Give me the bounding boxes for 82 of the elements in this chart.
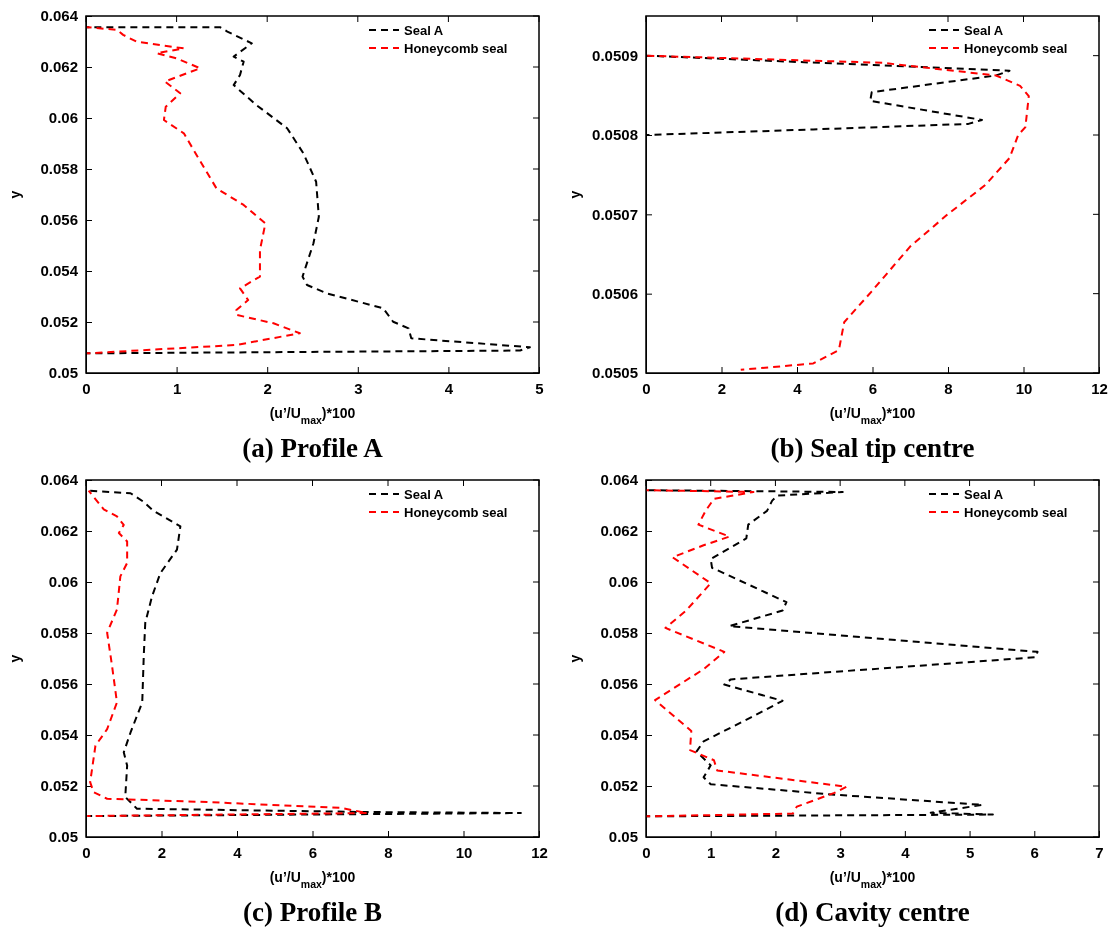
x-axis-title: (u’/U$_{max}$)*100 bbox=[269, 405, 356, 426]
y-tick-label: 0.0509 bbox=[592, 46, 638, 64]
text: (a) Profile A bbox=[242, 433, 384, 463]
y-tick-label: 0.056 bbox=[40, 211, 78, 229]
x-tick-label: 2 bbox=[771, 843, 781, 861]
y-tick-label: 0.058 bbox=[600, 624, 638, 642]
x-tick-label: 1 bbox=[172, 379, 182, 397]
y-tick-label: 0.05 bbox=[48, 364, 78, 382]
x-tick-label: 0 bbox=[642, 843, 651, 861]
y-tick-label: 0.06 bbox=[48, 109, 78, 127]
line-series bbox=[85, 26, 301, 355]
y-axis-title: y bbox=[567, 654, 583, 663]
y-tick-label: 0.052 bbox=[40, 313, 78, 331]
x-axis-title: (u’/U$_{max}$)*100 bbox=[829, 405, 916, 426]
y-tick-label: 0.054 bbox=[600, 726, 639, 744]
text: (b) Seal tip centre bbox=[770, 433, 975, 463]
y-tick-label: 0.0507 bbox=[592, 205, 638, 223]
x-tick-label: 2 bbox=[717, 379, 727, 397]
x-tick-label: 4 bbox=[793, 379, 803, 397]
x-tick-label: 0 bbox=[642, 379, 651, 397]
line-series bbox=[87, 489, 522, 818]
y-tick-label: 0.064 bbox=[40, 7, 79, 25]
y-tick-label: 0.062 bbox=[40, 522, 78, 540]
x-tick-label: 0 bbox=[82, 843, 91, 861]
y-tick-label: 0.0505 bbox=[592, 364, 638, 382]
x-tick-label: 8 bbox=[944, 379, 953, 397]
x-tick-label: 5 bbox=[535, 379, 544, 397]
x-tick-label: 6 bbox=[308, 843, 318, 861]
legend-label: Seal A bbox=[404, 23, 444, 38]
y-axis-title: y bbox=[7, 190, 23, 199]
y-tick-label: 0.052 bbox=[600, 777, 638, 795]
x-tick-label: 12 bbox=[531, 843, 548, 861]
y-axis-title: y bbox=[7, 654, 23, 663]
legend-label: Honeycomb seal bbox=[404, 505, 508, 520]
x-tick-label: 0 bbox=[82, 379, 91, 397]
x-tick-label: 4 bbox=[901, 843, 911, 861]
x-tick-label: 3 bbox=[354, 379, 363, 397]
x-tick-label: 7 bbox=[1095, 843, 1104, 861]
legend-label: Seal A bbox=[964, 23, 1004, 38]
legend-label: Honeycomb seal bbox=[964, 41, 1068, 56]
line-series bbox=[645, 489, 848, 818]
y-tick-label: 0.06 bbox=[608, 573, 638, 591]
x-axis-title: (u’/U$_{max}$)*100 bbox=[269, 869, 356, 890]
x-tick-label: 6 bbox=[1030, 843, 1039, 861]
x-tick-label: 4 bbox=[444, 379, 454, 397]
y-tick-label: 0.054 bbox=[40, 262, 79, 280]
y-tick-label: 0.062 bbox=[40, 58, 78, 76]
x-tick-label: 2 bbox=[263, 379, 272, 397]
y-tick-label: 0.052 bbox=[40, 777, 78, 795]
y-tick-label: 0.05 bbox=[48, 828, 78, 846]
x-tick-label: 5 bbox=[965, 843, 975, 861]
line-series bbox=[645, 54, 1030, 371]
x-tick-label: 10 bbox=[455, 843, 473, 861]
x-tick-label: 2 bbox=[157, 843, 167, 861]
x-axis-title: (u’/U$_{max}$)*100 bbox=[829, 869, 916, 890]
x-tick-label: 10 bbox=[1015, 379, 1033, 397]
legend-label: Honeycomb seal bbox=[404, 41, 508, 56]
x-tick-label: 1 bbox=[707, 843, 716, 861]
y-tick-label: 0.058 bbox=[40, 160, 78, 178]
line-series bbox=[86, 489, 369, 818]
x-tick-label: 8 bbox=[384, 843, 393, 861]
y-tick-label: 0.0506 bbox=[592, 284, 638, 302]
y-tick-label: 0.056 bbox=[40, 675, 78, 693]
x-tick-label: 12 bbox=[1091, 379, 1108, 397]
text: (c) Profile B bbox=[243, 897, 382, 927]
x-tick-label: 3 bbox=[836, 843, 845, 861]
x-tick-label: 4 bbox=[233, 843, 243, 861]
legend-label: Seal A bbox=[964, 487, 1004, 502]
y-tick-label: 0.058 bbox=[40, 624, 78, 642]
y-tick-label: 0.0508 bbox=[592, 126, 638, 144]
y-axis-title: y bbox=[567, 190, 583, 199]
x-tick-label: 6 bbox=[868, 379, 878, 397]
y-tick-label: 0.05 bbox=[608, 828, 638, 846]
y-tick-label: 0.064 bbox=[600, 471, 639, 489]
y-tick-label: 0.06 bbox=[48, 573, 78, 591]
y-tick-label: 0.064 bbox=[40, 471, 79, 489]
text: (d) Cavity centre bbox=[775, 897, 970, 927]
y-tick-label: 0.062 bbox=[600, 522, 638, 540]
legend-label: Honeycomb seal bbox=[964, 505, 1068, 520]
y-tick-label: 0.054 bbox=[40, 726, 79, 744]
y-tick-label: 0.056 bbox=[600, 675, 638, 693]
legend-label: Seal A bbox=[404, 487, 444, 502]
